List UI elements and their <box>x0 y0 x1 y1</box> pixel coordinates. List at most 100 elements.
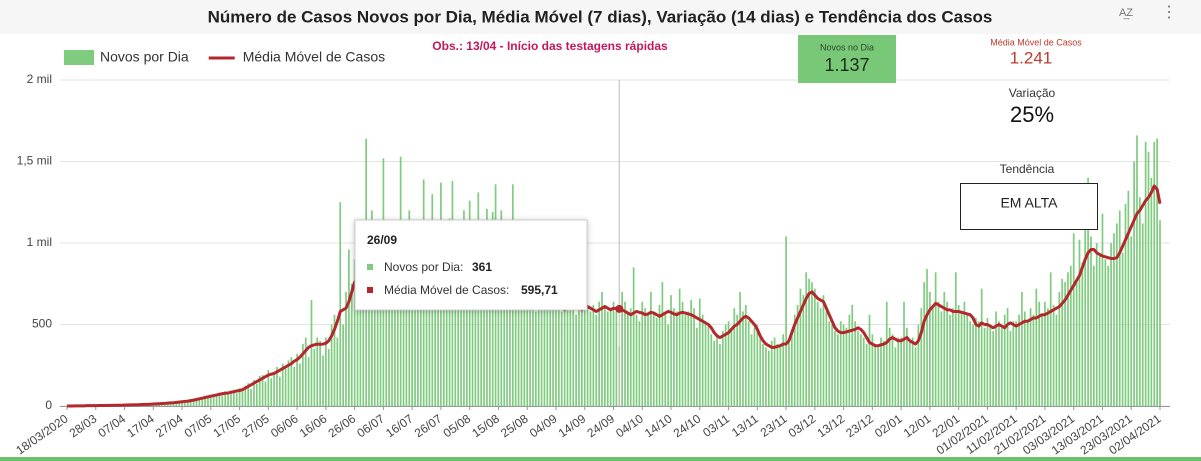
bar <box>609 308 612 406</box>
bar <box>834 331 836 406</box>
bar <box>972 324 974 406</box>
bar <box>684 314 687 406</box>
kpi-label: Novos no Dia <box>820 42 874 52</box>
bar <box>566 301 569 406</box>
bar <box>914 347 917 406</box>
bar <box>391 243 393 406</box>
bar <box>739 291 741 406</box>
bar <box>1107 265 1110 406</box>
bar <box>1072 233 1075 406</box>
bar <box>1009 331 1012 406</box>
bar <box>583 288 586 406</box>
bar <box>606 311 609 406</box>
bar <box>638 321 641 406</box>
bar <box>667 324 669 406</box>
bar <box>883 340 885 406</box>
bar <box>529 300 531 406</box>
bar <box>595 314 598 406</box>
bar <box>549 308 552 406</box>
bar <box>287 360 290 406</box>
bar <box>632 267 635 406</box>
bar <box>1081 262 1084 406</box>
bar <box>460 288 462 406</box>
bar <box>995 311 997 406</box>
bar <box>799 288 802 406</box>
bar <box>1006 308 1009 406</box>
bar <box>215 393 218 406</box>
bar <box>207 397 209 406</box>
bar <box>793 314 796 406</box>
bar <box>184 400 186 406</box>
menu-icon[interactable]: ⋮ <box>1161 4 1177 21</box>
bar <box>373 267 376 406</box>
bar <box>1110 243 1112 406</box>
bar <box>655 317 658 406</box>
bar <box>552 301 554 406</box>
bar <box>589 311 592 406</box>
bar <box>977 321 980 406</box>
bar <box>560 311 563 406</box>
bar <box>445 278 448 406</box>
bar <box>192 399 195 406</box>
bar <box>244 385 247 406</box>
bar <box>621 291 623 406</box>
bar <box>851 304 854 406</box>
bar <box>235 392 238 406</box>
bar <box>983 327 986 406</box>
bar <box>1035 288 1038 406</box>
bar <box>788 340 790 406</box>
bar <box>212 396 215 406</box>
bar <box>457 226 460 406</box>
bar <box>742 311 744 406</box>
bar <box>385 278 388 406</box>
bar <box>822 295 825 406</box>
bar <box>759 337 762 406</box>
bar <box>1012 321 1015 406</box>
bar <box>877 347 879 406</box>
bar <box>572 308 575 406</box>
sort-icon[interactable]: A͢Z <box>1119 7 1133 20</box>
tooltip-title: 26/09 <box>367 233 397 247</box>
bar <box>232 389 235 406</box>
bar <box>612 301 615 406</box>
bar <box>730 327 733 406</box>
bar <box>1046 308 1049 406</box>
bar <box>419 233 422 406</box>
bar <box>857 331 859 406</box>
bar <box>267 370 270 406</box>
bar <box>417 291 419 406</box>
legend-label: Média Móvel de Casos <box>243 49 385 65</box>
bar <box>327 348 330 406</box>
y-tick-label: 500 <box>32 317 52 331</box>
bar <box>1156 138 1158 406</box>
bar <box>1127 190 1130 406</box>
bar <box>1032 314 1035 406</box>
kpi-label: Tendência <box>1000 162 1055 176</box>
kpi-value: 1.241 <box>1010 48 1053 67</box>
legend-swatch <box>64 50 94 65</box>
bar <box>647 314 649 406</box>
bar <box>1159 220 1161 406</box>
bar <box>224 391 227 406</box>
bar <box>1078 239 1081 406</box>
bar <box>1121 252 1124 406</box>
bar <box>710 334 713 406</box>
bar <box>227 394 229 406</box>
bar <box>888 327 891 406</box>
kpi-value: 1.137 <box>824 55 869 75</box>
bar <box>238 388 241 406</box>
bar <box>581 300 583 406</box>
bar <box>1118 210 1121 406</box>
bar <box>368 291 370 406</box>
bar <box>624 301 626 406</box>
bar <box>293 366 296 406</box>
bar <box>802 295 805 406</box>
bar <box>949 314 951 406</box>
bar <box>241 391 244 406</box>
bar <box>302 344 304 406</box>
bar <box>414 272 416 406</box>
bar <box>1147 151 1150 406</box>
bar <box>839 321 842 406</box>
bar <box>911 337 914 406</box>
bar <box>1015 321 1018 406</box>
